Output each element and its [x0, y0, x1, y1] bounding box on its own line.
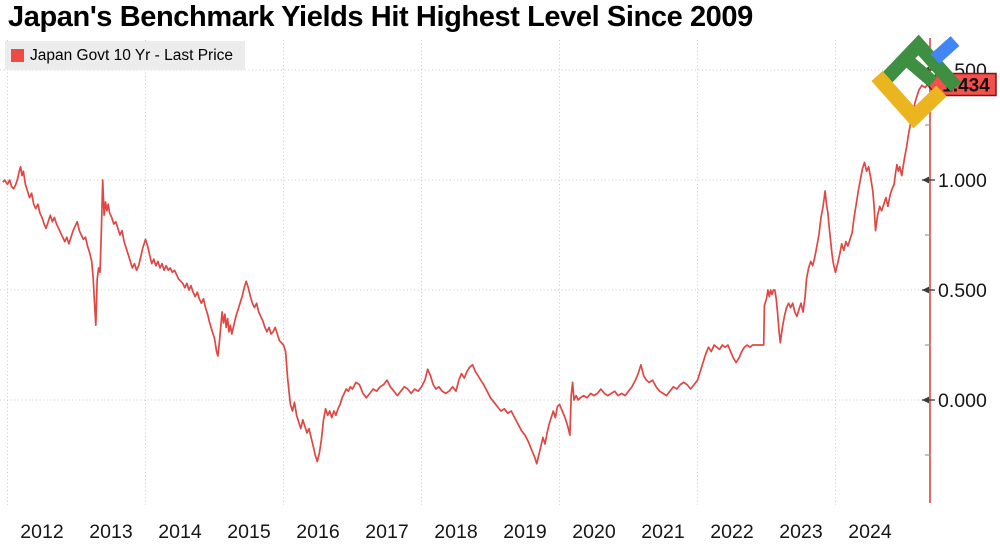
x-axis-label: 2023 [779, 521, 822, 543]
x-axis-label: 2015 [227, 521, 271, 543]
y-axis-label: 0.500 [938, 280, 987, 302]
x-axis-label: 2018 [434, 521, 477, 543]
x-axis-label: 2012 [20, 521, 63, 543]
series-swatch-icon [11, 49, 24, 62]
x-axis-label: 2024 [848, 521, 892, 543]
y-axis-tick-arrow [922, 396, 929, 404]
x-axis-label: 2020 [572, 521, 616, 543]
litefinance-logo-stroke [930, 36, 960, 64]
legend[interactable]: Japan Govt 10 Yr - Last Price [5, 41, 246, 70]
page-title: Japan's Benchmark Yields Hit Highest Lev… [8, 1, 753, 33]
x-axis-label: 2019 [503, 521, 546, 543]
y-axis-tick-arrow [922, 176, 929, 184]
price-line [2, 84, 929, 465]
x-axis-label: 2022 [710, 521, 753, 543]
x-axis-label: 2016 [296, 521, 339, 543]
litefinance-logo-stroke [900, 53, 938, 87]
x-axis-label: 2014 [158, 521, 202, 543]
legend-label: Japan Govt 10 Yr - Last Price [30, 46, 234, 64]
y-axis-tick-arrow [922, 286, 929, 294]
y-axis-label: 0.000 [938, 390, 987, 412]
x-axis-label: 2013 [89, 521, 132, 543]
litefinance-logo-stroke [871, 71, 947, 129]
litefinance-logo [871, 34, 962, 129]
litefinance-logo-stroke [880, 34, 962, 92]
x-axis-label: 2017 [365, 521, 408, 543]
y-axis-label: 1.000 [938, 170, 987, 192]
x-axis-label: 2021 [641, 521, 684, 543]
